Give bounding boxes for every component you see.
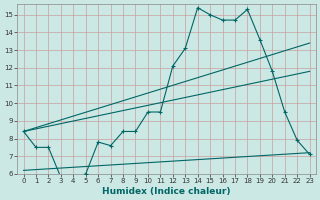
X-axis label: Humidex (Indice chaleur): Humidex (Indice chaleur) [102,187,231,196]
